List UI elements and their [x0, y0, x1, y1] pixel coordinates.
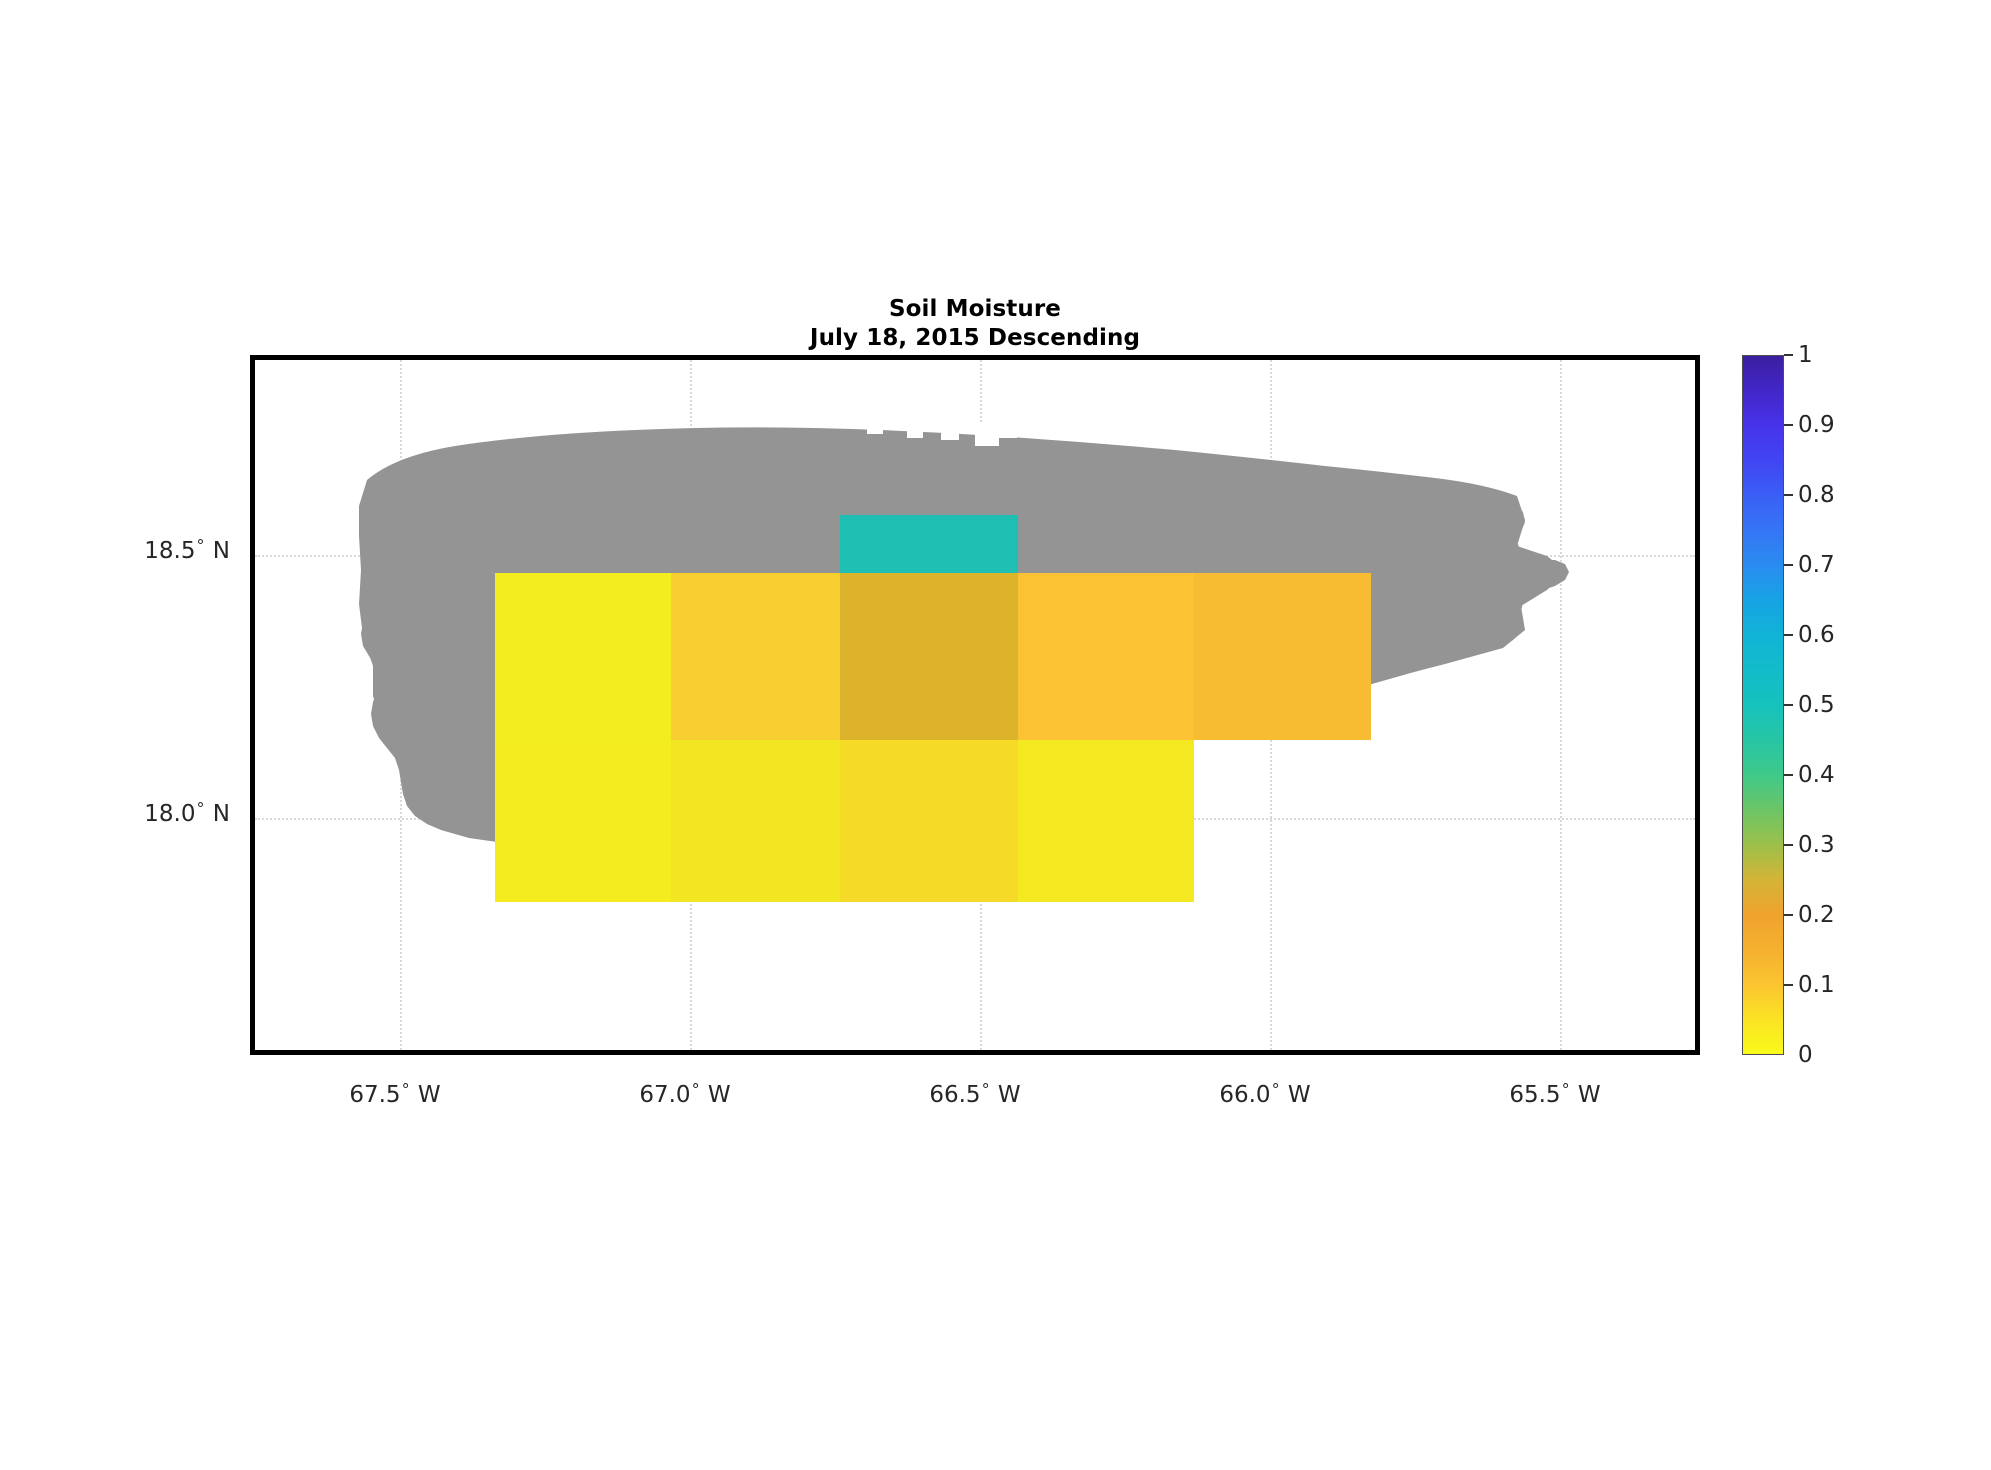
colorbar-tick-1	[1784, 354, 1793, 356]
xtick-number-2: 66.5	[929, 1082, 981, 1108]
ytick-label-0: 18.5° N	[144, 536, 230, 564]
colorbar-label-0.7: 0.7	[1798, 552, 1835, 578]
data-cell-bottom-col2[interactable]	[671, 740, 847, 902]
title-line-1: Soil Moisture	[888, 296, 1061, 322]
colorbar-label-0.2: 0.2	[1798, 902, 1835, 928]
colorbar-label-0.9: 0.9	[1798, 412, 1835, 438]
colorbar[interactable]: 1 0.9 0.8 0.7 0.6 0.5 0.4 0.3 0.2 0.1 0	[1742, 342, 1835, 1068]
xtick-hemisphere-1: W	[707, 1082, 731, 1108]
data-cell-north-col3[interactable]	[840, 515, 1018, 573]
map-plot-area	[255, 360, 1695, 1050]
colorbar-label-0.4: 0.4	[1798, 762, 1835, 788]
data-cell-top-col3[interactable]	[840, 573, 1018, 740]
colorbar-label-0.5: 0.5	[1798, 692, 1835, 718]
degree-icon: °	[196, 536, 205, 555]
colorbar-tick-0.6	[1784, 634, 1793, 636]
title-line-2: July 18, 2015 Descending	[809, 325, 1141, 351]
degree-icon: °	[401, 1080, 410, 1099]
data-cell-bottom-col3[interactable]	[840, 740, 1018, 902]
xtick-hemisphere-0: W	[417, 1082, 441, 1108]
xtick-number-3: 66.0	[1219, 1082, 1271, 1108]
chart-title: Soil Moisture July 18, 2015 Descending	[250, 295, 1700, 353]
data-cell-top-col5[interactable]	[1194, 573, 1371, 740]
data-cell-bottom-col1[interactable]	[495, 740, 671, 902]
data-cell-top-col1[interactable]	[495, 573, 671, 740]
degree-icon: °	[196, 799, 205, 818]
data-cell-top-col2[interactable]	[671, 573, 847, 740]
xtick-label-0: 67.5° W	[349, 1080, 440, 1108]
map-axes	[250, 355, 1700, 1055]
xtick-hemisphere-4: W	[1577, 1082, 1601, 1108]
xtick-number-1: 67.0	[639, 1082, 691, 1108]
degree-icon: °	[1271, 1080, 1280, 1099]
degree-icon: °	[981, 1080, 990, 1099]
colorbar-label-0.8: 0.8	[1798, 482, 1835, 508]
xtick-hemisphere-2: W	[997, 1082, 1021, 1108]
degree-icon: °	[1561, 1080, 1570, 1099]
colorbar-label-0.6: 0.6	[1798, 622, 1835, 648]
ytick-number-0: 18.5	[144, 538, 196, 564]
colorbar-tick-0.4	[1784, 774, 1793, 776]
data-cell-top-col4[interactable]	[1018, 573, 1194, 740]
colorbar-label-0: 0	[1798, 1042, 1813, 1068]
colorbar-tick-0.3	[1784, 844, 1793, 846]
xtick-number-0: 67.5	[349, 1082, 401, 1108]
colorbar-tick-0.1	[1784, 984, 1793, 986]
xtick-number-4: 65.5	[1509, 1082, 1561, 1108]
ytick-label-1: 18.0° N	[144, 799, 230, 827]
ytick-hemisphere-0: N	[212, 538, 230, 564]
colorbar-gradient	[1742, 355, 1784, 1055]
colorbar-label-0.1: 0.1	[1798, 972, 1835, 998]
colorbar-tick-0.8	[1784, 494, 1793, 496]
colorbar-tick-0.9	[1784, 424, 1793, 426]
colorbar-label-1: 1	[1798, 342, 1813, 368]
colorbar-tick-0.7	[1784, 564, 1793, 566]
ytick-hemisphere-1: N	[212, 801, 230, 827]
xtick-label-4: 65.5° W	[1509, 1080, 1600, 1108]
colorbar-tick-0.5	[1784, 704, 1793, 706]
colorbar-label-0.3: 0.3	[1798, 832, 1835, 858]
data-cell-bottom-col4[interactable]	[1018, 740, 1194, 902]
xtick-hemisphere-3: W	[1287, 1082, 1311, 1108]
colorbar-tick-0.2	[1784, 914, 1793, 916]
xtick-label-3: 66.0° W	[1219, 1080, 1310, 1108]
gridline-lon-65.5	[1560, 360, 1562, 1050]
degree-icon: °	[691, 1080, 700, 1099]
ytick-number-1: 18.0	[144, 801, 196, 827]
xtick-label-1: 67.0° W	[639, 1080, 730, 1108]
xtick-label-2: 66.5° W	[929, 1080, 1020, 1108]
